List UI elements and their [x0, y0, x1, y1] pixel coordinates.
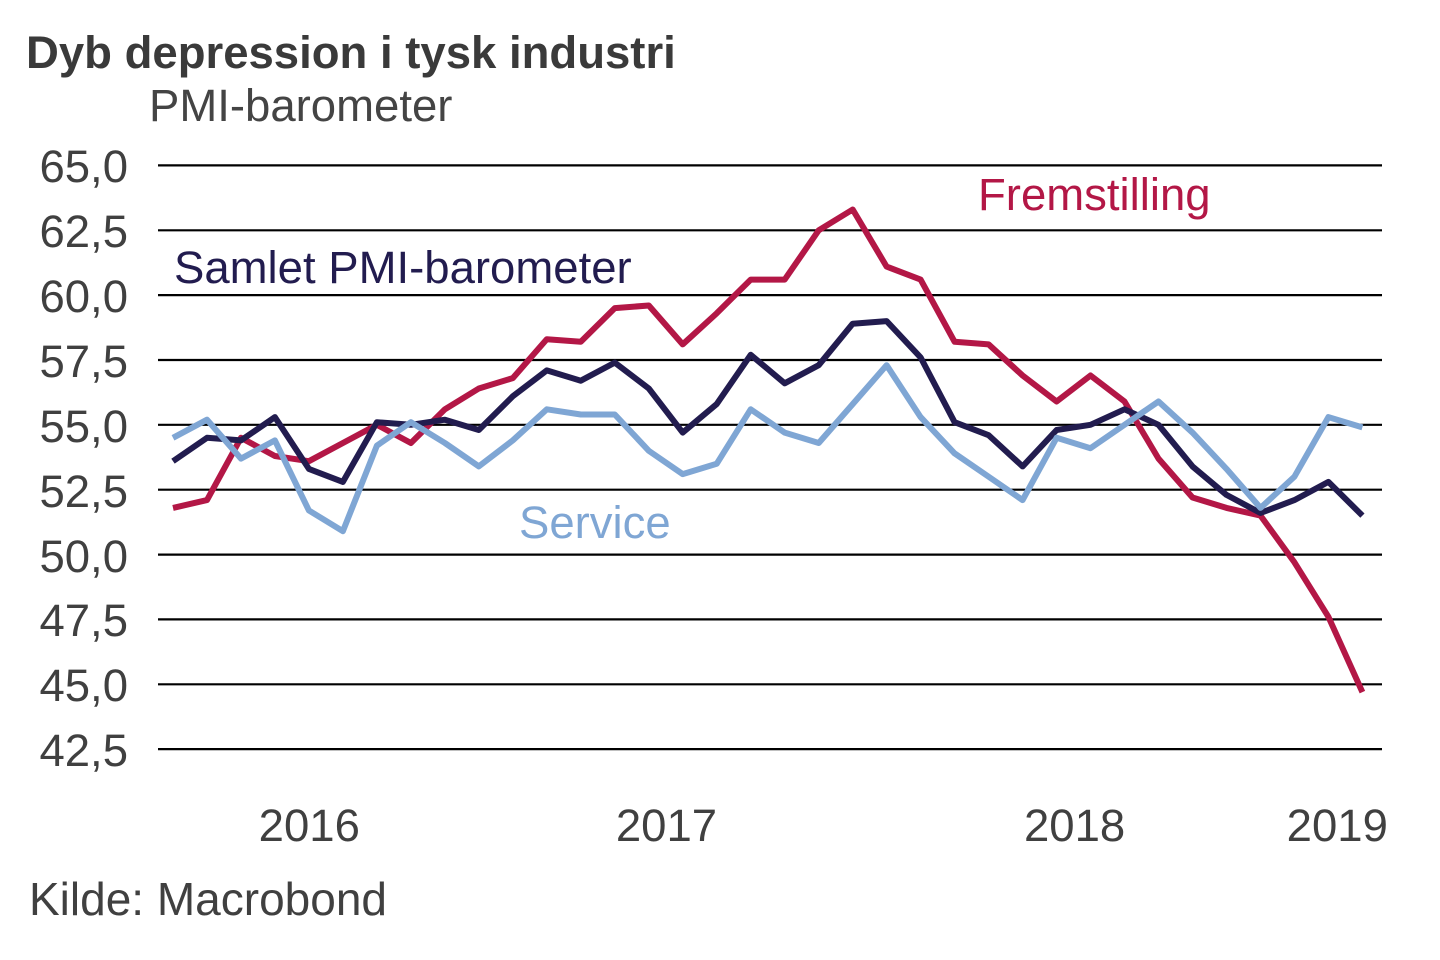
svg-text:45,0: 45,0 — [39, 660, 128, 711]
svg-text:2017: 2017 — [616, 800, 717, 851]
svg-text:52,5: 52,5 — [39, 466, 128, 517]
svg-text:2016: 2016 — [259, 800, 360, 851]
svg-text:55,0: 55,0 — [39, 401, 128, 452]
svg-text:2019: 2019 — [1287, 800, 1388, 851]
svg-text:57,5: 57,5 — [39, 336, 128, 387]
svg-text:PMI-barometer: PMI-barometer — [149, 80, 452, 131]
svg-text:60,0: 60,0 — [39, 271, 128, 322]
svg-text:2018: 2018 — [1024, 800, 1125, 851]
svg-text:Dyb depression i tysk industri: Dyb depression i tysk industri — [26, 27, 676, 78]
svg-text:Fremstilling: Fremstilling — [978, 169, 1211, 220]
svg-text:50,0: 50,0 — [39, 531, 128, 582]
svg-text:47,5: 47,5 — [39, 595, 128, 646]
svg-text:65,0: 65,0 — [39, 141, 128, 192]
svg-text:Kilde: Macrobond: Kilde: Macrobond — [29, 873, 387, 925]
svg-text:62,5: 62,5 — [39, 206, 128, 257]
svg-text:42,5: 42,5 — [39, 725, 128, 776]
svg-text:Service: Service — [519, 497, 671, 548]
svg-text:Samlet PMI-barometer: Samlet PMI-barometer — [174, 242, 632, 293]
